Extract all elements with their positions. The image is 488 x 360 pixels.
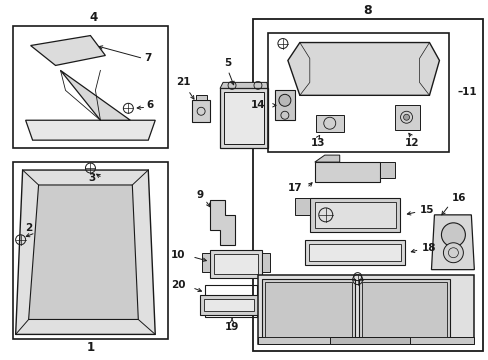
Ellipse shape: [443, 243, 463, 263]
Polygon shape: [314, 202, 395, 228]
Bar: [252, 19, 482, 351]
Text: 9: 9: [196, 190, 203, 200]
Polygon shape: [203, 298, 253, 311]
Polygon shape: [220, 88, 267, 148]
Polygon shape: [200, 294, 258, 315]
Polygon shape: [308, 244, 400, 261]
Polygon shape: [329, 337, 408, 345]
Polygon shape: [16, 170, 155, 334]
Text: 13: 13: [310, 138, 325, 148]
Polygon shape: [314, 155, 339, 162]
Polygon shape: [214, 254, 258, 274]
Text: 4: 4: [89, 11, 97, 24]
Polygon shape: [192, 100, 210, 122]
Text: 14: 14: [250, 100, 264, 110]
Text: 10: 10: [170, 250, 185, 260]
Polygon shape: [294, 198, 309, 215]
Polygon shape: [358, 279, 449, 340]
Text: 5: 5: [224, 58, 231, 68]
Polygon shape: [264, 282, 351, 337]
Text: 20: 20: [170, 280, 185, 289]
Text: 19: 19: [224, 323, 239, 332]
Polygon shape: [210, 250, 262, 278]
Bar: [267, 32, 448, 152]
Polygon shape: [31, 36, 105, 66]
Text: 3: 3: [88, 173, 96, 183]
Polygon shape: [315, 115, 343, 132]
Polygon shape: [224, 92, 264, 144]
Text: 2: 2: [25, 223, 32, 233]
Polygon shape: [61, 71, 130, 120]
Text: 17: 17: [287, 183, 302, 193]
Polygon shape: [262, 279, 354, 340]
Polygon shape: [220, 82, 267, 88]
Text: 16: 16: [450, 193, 465, 203]
Text: 21: 21: [176, 77, 190, 87]
Text: 8: 8: [363, 4, 371, 17]
Text: 1: 1: [86, 341, 94, 354]
Text: –11: –11: [456, 87, 476, 97]
Polygon shape: [196, 95, 207, 100]
Polygon shape: [304, 240, 404, 265]
Text: 7: 7: [144, 54, 152, 63]
Text: 18: 18: [421, 243, 435, 253]
Polygon shape: [379, 162, 394, 178]
Text: 12: 12: [405, 138, 419, 148]
Polygon shape: [25, 120, 155, 140]
Polygon shape: [287, 42, 439, 95]
Polygon shape: [210, 200, 235, 245]
Polygon shape: [394, 105, 419, 130]
Polygon shape: [258, 337, 473, 345]
Ellipse shape: [403, 114, 408, 120]
Polygon shape: [258, 275, 473, 345]
Polygon shape: [202, 253, 210, 272]
Polygon shape: [262, 253, 269, 272]
Ellipse shape: [278, 94, 290, 106]
Polygon shape: [430, 215, 473, 270]
Polygon shape: [361, 282, 447, 337]
Ellipse shape: [441, 223, 465, 247]
Polygon shape: [309, 198, 399, 232]
Bar: [13, 162, 168, 339]
Text: 15: 15: [419, 205, 433, 215]
Polygon shape: [29, 185, 138, 319]
Text: 6: 6: [146, 100, 154, 110]
Polygon shape: [274, 90, 294, 120]
Bar: [13, 26, 168, 148]
Polygon shape: [314, 162, 379, 182]
